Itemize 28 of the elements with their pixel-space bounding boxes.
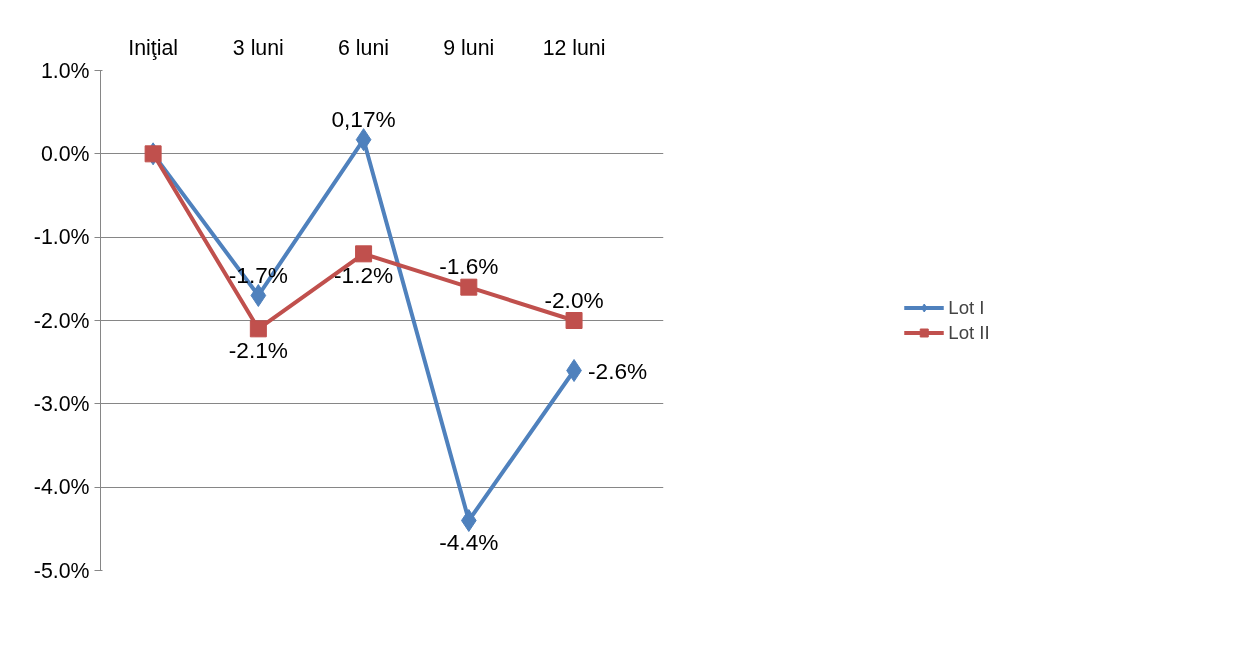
x-tick-label: 6 luni xyxy=(338,35,390,60)
y-tick-label: 1.0% xyxy=(40,58,90,83)
legend-label: Lot I xyxy=(948,296,985,319)
x-tick-label: Iniţial xyxy=(128,35,179,60)
y-tick-label: -4.0% xyxy=(33,475,90,500)
y-tick-label: 0.0% xyxy=(40,141,90,166)
point xyxy=(249,320,267,338)
point xyxy=(250,284,267,307)
y-tick-label: -1.0% xyxy=(33,225,90,250)
point xyxy=(460,509,477,532)
data-label: -2.6% xyxy=(588,357,648,384)
data-label: -2.0% xyxy=(544,286,604,313)
y-tick-label: -5.0% xyxy=(33,558,90,583)
legend-label: Lot II xyxy=(948,321,990,344)
data-label: -1.2% xyxy=(333,261,394,288)
data-label: -1.6% xyxy=(439,253,499,280)
point xyxy=(355,245,373,263)
y-tick-label: -2.0% xyxy=(33,308,90,333)
point xyxy=(355,128,372,152)
point xyxy=(565,312,583,329)
x-tick-label: 3 luni xyxy=(232,35,284,60)
data-label: -4.4% xyxy=(439,528,499,555)
x-tick-label: 12 luni xyxy=(542,35,606,60)
data-label: 0,17% xyxy=(331,105,396,132)
data-label: -2.1% xyxy=(228,336,288,363)
x-tick-label: 9 luni xyxy=(443,35,495,60)
y-tick-label: -3.0% xyxy=(33,391,90,416)
point xyxy=(460,278,478,296)
